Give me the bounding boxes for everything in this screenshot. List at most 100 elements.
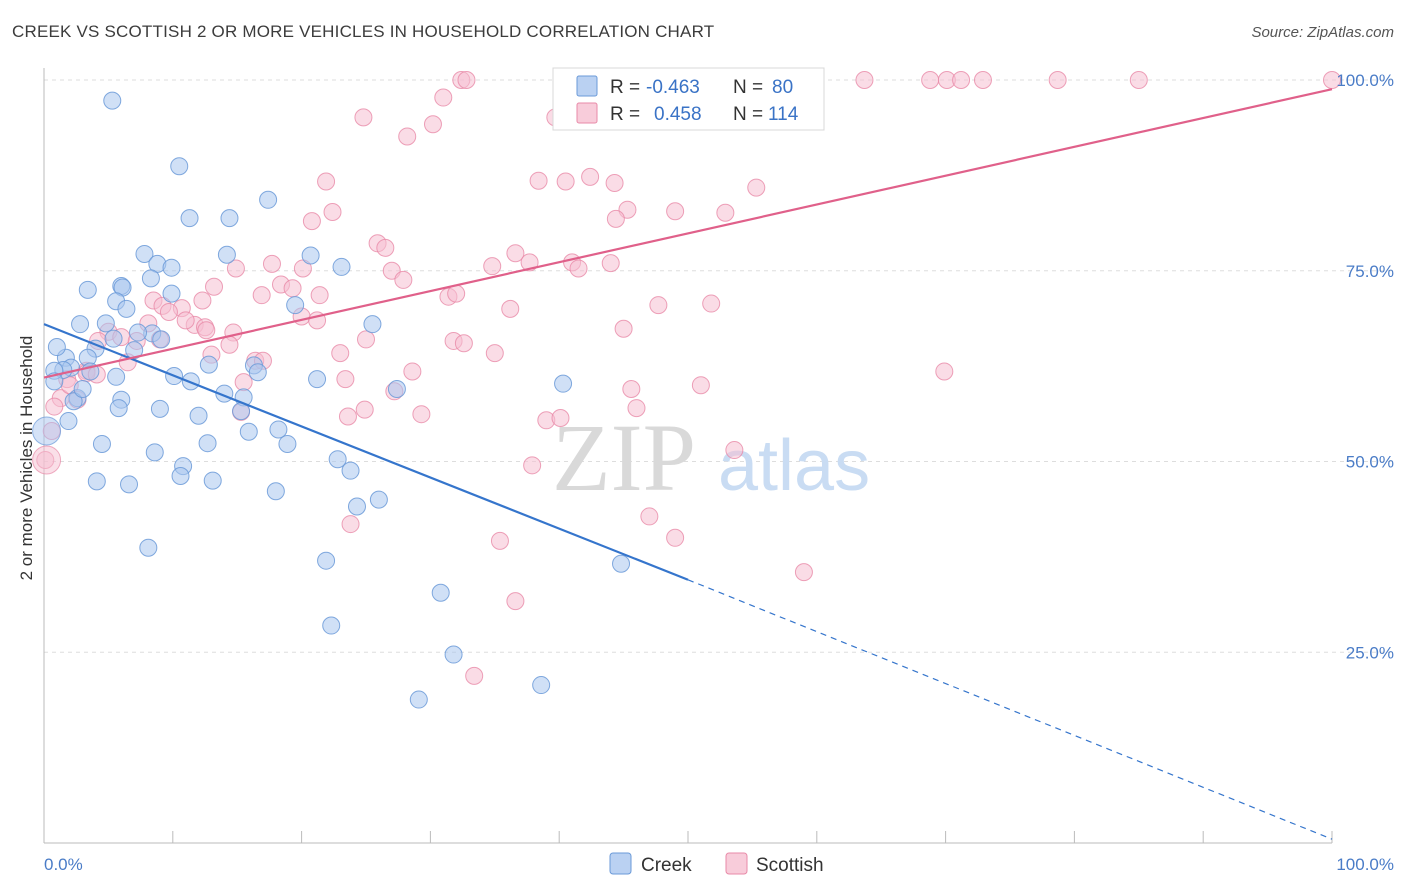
watermark-zip: ZIP (552, 404, 696, 511)
legend-r-value-creek: -0.463 (646, 77, 700, 98)
legend-r-label-creek: R = (610, 77, 640, 98)
creek-trend-line (43, 323, 689, 581)
creek-point (107, 367, 126, 386)
creek-point (532, 676, 551, 695)
creek-point (322, 616, 341, 635)
scottish-point (556, 172, 575, 191)
creek-point (162, 258, 181, 277)
scottish-point (855, 71, 874, 89)
y-tick-label-1: 50.0% (1346, 453, 1394, 472)
creek-point (64, 392, 83, 411)
creek-point (239, 422, 258, 441)
scottish-point (336, 370, 355, 389)
scottish-point (376, 238, 395, 257)
y-tick-label-0: 25.0% (1346, 643, 1394, 662)
creek-point (78, 280, 97, 299)
scottish-point (666, 528, 685, 547)
creek-point (259, 190, 278, 209)
y-tick-labels: 25.0% 50.0% 75.0% 100.0% (1336, 71, 1394, 662)
legend-swatch-scottish (576, 102, 598, 124)
legend-n-label-scottish: N = (733, 104, 763, 125)
creek-point (150, 399, 169, 418)
scottish-point (205, 277, 224, 296)
scottish-point (394, 270, 413, 289)
scottish-point (331, 344, 350, 363)
scottish-point (457, 71, 476, 89)
scottish-point (1129, 71, 1148, 89)
creek-point (269, 420, 288, 439)
scottish-point (614, 319, 633, 338)
scottish-point (606, 209, 625, 228)
creek-point (71, 315, 90, 334)
correlation-legend: R = -0.463 N = 80 R = 0.458 N = 114 (552, 67, 825, 131)
creek-point (203, 471, 222, 490)
scottish-point (921, 71, 940, 89)
chart-source: Source: ZipAtlas.com (1251, 24, 1394, 41)
scottish-point (627, 399, 646, 418)
scottish-point (702, 294, 721, 313)
creek-point (141, 269, 160, 288)
x-tick-label-max: 100.0% (1336, 855, 1394, 874)
scottish-point (581, 167, 600, 186)
scottish-point (935, 362, 954, 381)
creek-point (59, 412, 78, 431)
creek-point (199, 355, 218, 374)
scottish-point (716, 203, 735, 222)
scottish-point (1048, 71, 1067, 89)
legend-swatch-creek (576, 75, 598, 97)
bottom-legend-label-scottish: Scottish (756, 855, 824, 876)
creek-point (32, 416, 62, 446)
scottish-point (506, 592, 525, 611)
y-axis-label: 2 or more Vehicles in Household (17, 336, 36, 581)
bottom-legend-swatch-creek (609, 852, 632, 875)
scottish-point (355, 400, 374, 419)
scottish-point (725, 441, 744, 460)
scottish-point (283, 279, 302, 298)
creek-point (109, 399, 128, 418)
creek-point (96, 314, 115, 333)
scottish-point (226, 259, 245, 278)
scottish-point (302, 212, 321, 231)
creek-point (129, 323, 148, 342)
creek-point (347, 497, 366, 516)
scottish-point (622, 380, 641, 399)
scottish-point (483, 257, 502, 276)
scottish-point (412, 405, 431, 424)
creek-point (554, 374, 573, 393)
trend-lines (43, 88, 1333, 840)
creek-point (198, 434, 217, 453)
creek-trend-extension (687, 579, 1333, 840)
scottish-point (159, 302, 178, 321)
bottom-legend-swatch-scottish (725, 852, 748, 875)
scottish-point (220, 335, 239, 354)
creek-point (104, 329, 123, 348)
scottish-point (403, 362, 422, 381)
scottish-point (45, 397, 64, 416)
creek-point (170, 157, 189, 176)
scottish-point (341, 515, 360, 534)
creek-point (73, 380, 92, 399)
scottish-point (176, 311, 195, 330)
creek-point (444, 645, 463, 664)
creek-point (125, 341, 144, 360)
legend-n-value-scottish: 114 (768, 104, 799, 125)
scottish-point (465, 666, 484, 685)
scottish-point (666, 202, 685, 221)
scottish-point (32, 445, 62, 475)
legend-r-label-scottish: R = (610, 104, 640, 125)
scottish-point (193, 291, 212, 310)
scottish-point (952, 71, 971, 89)
creek-point (431, 583, 450, 602)
chart-title: CREEK VS SCOTTISH 2 OR MORE VEHICLES IN … (12, 22, 715, 41)
creek-point (120, 475, 139, 494)
scottish-point (649, 296, 668, 315)
scottish-point (794, 563, 813, 582)
creek-points (32, 91, 631, 709)
scottish-point (317, 172, 336, 191)
scottish-point (569, 259, 588, 278)
y-tick-label-2: 75.0% (1346, 262, 1394, 281)
creek-point (152, 330, 171, 349)
scottish-point (506, 244, 525, 263)
creek-point (308, 370, 327, 389)
